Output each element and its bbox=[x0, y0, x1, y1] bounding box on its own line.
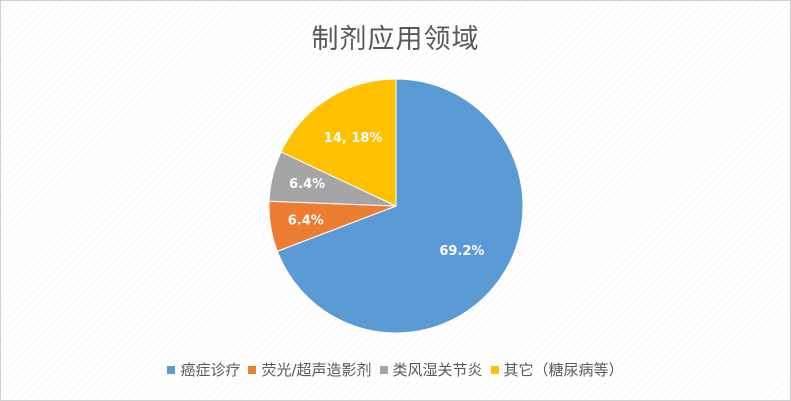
legend: 癌症诊疗 荧光/超声造影剂 类风湿关节炎 其它（糖尿病等） bbox=[1, 359, 790, 380]
legend-item-3: 其它（糖尿病等） bbox=[490, 359, 624, 380]
legend-label: 癌症诊疗 bbox=[180, 361, 241, 379]
legend-swatch bbox=[167, 365, 176, 374]
data-label-0: 69.2% bbox=[439, 244, 484, 259]
data-label-2: 6.4% bbox=[289, 177, 325, 192]
chart-title: 制剂应用领域 bbox=[311, 24, 480, 55]
legend-swatch bbox=[379, 365, 388, 374]
legend-label: 类风湿关节炎 bbox=[392, 361, 483, 379]
legend-item-0: 癌症诊疗 bbox=[167, 359, 240, 380]
data-label-1: 6.4% bbox=[288, 213, 324, 228]
legend-swatch bbox=[490, 365, 499, 374]
legend-swatch bbox=[248, 365, 257, 374]
legend-label: 其它（糖尿病等） bbox=[503, 361, 624, 379]
legend-item-2: 类风湿关节炎 bbox=[379, 359, 483, 380]
legend-label: 荧光/超声造影剂 bbox=[261, 361, 372, 379]
pie-slice-0 bbox=[276, 78, 524, 334]
data-label-3: 14, 18% bbox=[324, 131, 383, 146]
legend-item-1: 荧光/超声造影剂 bbox=[248, 359, 372, 380]
pie-slice-3 bbox=[280, 78, 397, 207]
